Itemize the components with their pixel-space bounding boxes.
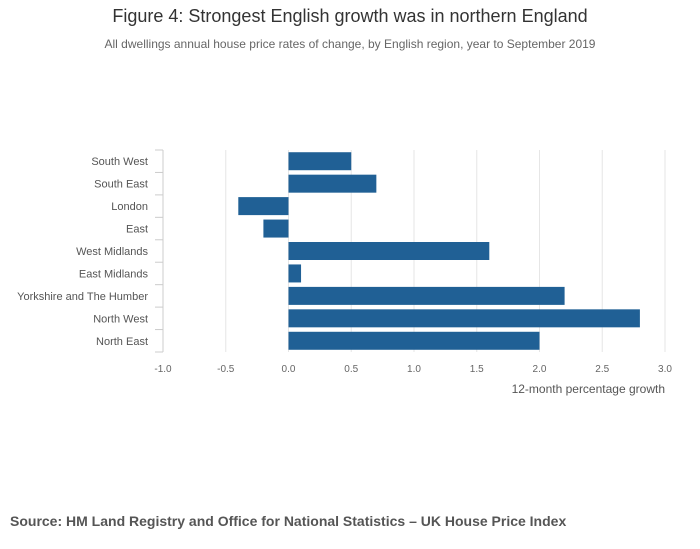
x-tick-label: -0.5: [217, 364, 235, 375]
x-tick-label: 3.0: [658, 364, 672, 375]
x-axis-title: 12-month percentage growth: [512, 382, 665, 396]
category-label: South East: [94, 179, 148, 191]
category-label: East: [126, 224, 148, 236]
category-label: West Midlands: [76, 246, 148, 258]
source-note: Source: HM Land Registry and Office for …: [10, 513, 567, 529]
bar: [288, 152, 352, 171]
x-tick-label: 1.5: [470, 364, 484, 375]
x-tick-label: 0.0: [282, 364, 296, 375]
x-tick-label: -1.0: [154, 364, 172, 375]
bar: [288, 286, 565, 305]
category-label: North East: [96, 336, 148, 348]
x-tick-label: 2.5: [595, 364, 609, 375]
category-label: North West: [93, 313, 148, 325]
x-tick-label: 0.5: [344, 364, 358, 375]
bar: [263, 219, 289, 238]
category-label: South West: [91, 156, 148, 168]
bar: [288, 242, 490, 260]
category-label: East Midlands: [79, 268, 149, 280]
chart-subtitle: All dwellings annual house price rates o…: [104, 37, 596, 51]
bar: [288, 264, 302, 283]
bar: [288, 309, 640, 328]
category-label: Yorkshire and The Humber: [17, 291, 148, 303]
category-label: London: [111, 201, 148, 213]
x-tick-label: 2.0: [533, 364, 547, 375]
bar: [288, 174, 377, 193]
bar: [288, 331, 540, 350]
chart-title: Figure 4: Strongest English growth was i…: [112, 6, 588, 26]
bar: [238, 197, 289, 216]
x-tick-label: 1.0: [407, 364, 421, 375]
